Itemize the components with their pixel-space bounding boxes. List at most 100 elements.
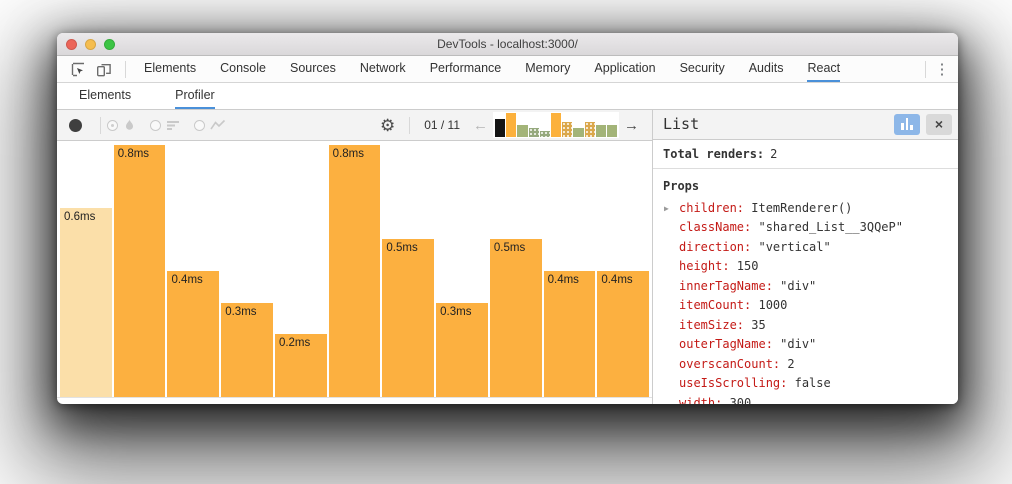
previous-snapshot-icon[interactable]: ←	[473, 116, 488, 134]
commit-bar-label: 0.3ms	[225, 306, 257, 318]
devtools-tabs: Elements Console Sources Network Performance…	[132, 56, 852, 83]
flamegraph-view-toggle[interactable]	[107, 118, 136, 132]
snapshot-bar[interactable]	[606, 125, 618, 137]
props-heading: Props	[663, 178, 700, 193]
commit-bar-label: 0.4ms	[171, 274, 203, 286]
commit-bar[interactable]: 0.5ms	[382, 239, 435, 397]
toolbar-divider	[125, 60, 126, 78]
close-window-button[interactable]	[66, 39, 77, 50]
prop-value: "vertical"	[751, 239, 831, 254]
snapshot-bar[interactable]	[528, 128, 539, 137]
prop-key: height:	[679, 259, 730, 274]
commit-bar-label: 0.4ms	[601, 274, 633, 286]
prop-key: width:	[679, 395, 723, 404]
prop-key: itemCount:	[679, 298, 752, 313]
minimize-window-button[interactable]	[85, 39, 96, 50]
react-subtab-elements[interactable]: Elements	[79, 88, 132, 102]
total-renders-label: Total renders:	[663, 146, 765, 161]
total-renders-value: 2	[770, 146, 778, 161]
device-toolbar-icon[interactable]	[93, 59, 115, 79]
snapshot-minimap[interactable]	[493, 112, 619, 138]
tab-sources[interactable]: Sources	[289, 61, 336, 75]
commit-bar[interactable]: 0.4ms	[167, 271, 220, 397]
commit-bar-label: 0.2ms	[278, 337, 311, 349]
react-subtab-profiler[interactable]: Profiler	[175, 83, 215, 109]
prop-value: "div"	[772, 278, 817, 293]
close-panel-button[interactable]: ×	[926, 113, 952, 135]
commit-bar[interactable]: 0.3ms	[436, 303, 488, 397]
prop-row: outerTagName: "div"	[663, 335, 948, 355]
prop-row: overscanCount: 2	[663, 355, 948, 375]
flamegraph-radio[interactable]	[107, 119, 118, 131]
devtools-window: DevTools - localhost:3000/ Elements Conso…	[57, 33, 958, 404]
commit-bar-label: 0.4ms	[547, 274, 579, 286]
window-titlebar[interactable]: DevTools - localhost:3000/	[57, 33, 958, 56]
prop-value: "div"	[772, 337, 817, 352]
snapshot-counter: 01 / 11	[424, 118, 460, 132]
profiler-content: ⚙ 01 / 11 ← → 0.6ms 0.8ms 0.4ms 0.3ms 0.2ms 0…	[57, 110, 958, 404]
snapshot-bar[interactable]	[562, 122, 573, 137]
devtools-tabbar: Elements Console Sources Network Performance…	[57, 56, 958, 83]
snapshot-bar[interactable]	[595, 125, 606, 137]
commit-bar[interactable]: 0.2ms	[274, 334, 327, 397]
component-detail-panel: List × Total renders: 2 Props ▶ children:…	[652, 110, 958, 404]
tab-memory[interactable]: Memory	[525, 61, 571, 75]
prop-row: height: 150	[663, 257, 948, 277]
snapshot-bar[interactable]	[550, 113, 562, 137]
zoom-window-button[interactable]	[104, 39, 115, 50]
prop-row: width: 300	[663, 394, 948, 404]
interactions-view-toggle[interactable]	[194, 119, 226, 131]
interactions-radio[interactable]	[194, 119, 205, 131]
profiler-toolbar: ⚙ 01 / 11 ← →	[57, 110, 652, 141]
tab-application[interactable]: Application	[594, 61, 656, 75]
expand-arrow-icon[interactable]: ▶	[664, 203, 669, 213]
snapshot-bar[interactable]	[506, 113, 517, 137]
inspect-element-icon[interactable]	[67, 59, 89, 79]
prop-key: useIsScrolling:	[679, 376, 788, 391]
props-section: Props ▶ children: ItemRenderer() className…	[653, 169, 958, 404]
tab-console[interactable]: Console	[220, 61, 266, 75]
commit-bar-chart: 0.6ms 0.8ms 0.4ms 0.3ms 0.2ms 0.8ms 0.5ms 0.3ms…	[57, 141, 652, 398]
toolbar-divider	[409, 116, 411, 134]
tab-security[interactable]: Security	[679, 61, 725, 75]
profiler-left-pane: ⚙ 01 / 11 ← → 0.6ms 0.8ms 0.4ms 0.3ms 0.2ms 0…	[57, 110, 652, 404]
record-button[interactable]	[69, 118, 82, 132]
commit-bar-label: 0.8ms	[117, 148, 150, 160]
commit-bar-label: 0.5ms	[386, 242, 418, 254]
snapshot-bar[interactable]	[573, 128, 584, 137]
view-component-chart-button[interactable]	[894, 113, 920, 135]
tab-react[interactable]: React	[807, 56, 841, 82]
snapshot-bar[interactable]	[539, 131, 550, 137]
ranked-view-toggle[interactable]	[150, 119, 180, 131]
commit-bar[interactable]: 0.5ms	[489, 239, 542, 397]
snapshot-bar[interactable]	[584, 122, 595, 137]
tab-network[interactable]: Network	[359, 61, 406, 75]
commit-bar[interactable]: 0.4ms	[597, 271, 650, 397]
commit-bar[interactable]: 0.3ms	[221, 303, 273, 397]
prop-key: innerTagName:	[679, 278, 773, 293]
ranked-radio[interactable]	[150, 119, 161, 131]
more-options-icon[interactable]: ⋮	[934, 61, 950, 78]
tab-audits[interactable]: Audits	[748, 61, 784, 75]
prop-key: outerTagName:	[679, 337, 773, 352]
commit-bar[interactable]: 0.4ms	[543, 271, 596, 397]
toolbar-divider	[925, 60, 926, 78]
snapshot-bar[interactable]	[517, 125, 528, 137]
prop-value: 150	[729, 259, 759, 274]
commit-bar[interactable]: 0.6ms	[60, 208, 112, 397]
tab-performance[interactable]: Performance	[429, 61, 502, 75]
prop-key: itemSize:	[679, 317, 745, 332]
toolbar-divider	[100, 116, 101, 134]
total-renders-row: Total renders: 2	[653, 140, 958, 169]
prop-row: direction: "vertical"	[663, 238, 948, 258]
snapshot-bar[interactable]	[495, 119, 506, 137]
tab-elements[interactable]: Elements	[144, 61, 197, 75]
commit-bar[interactable]: 0.8ms	[113, 145, 166, 397]
commit-bar[interactable]: 0.8ms	[328, 145, 381, 397]
settings-gear-icon[interactable]: ⚙	[379, 115, 396, 135]
prop-key: overscanCount:	[679, 356, 781, 371]
next-snapshot-icon[interactable]: →	[624, 116, 639, 134]
window-title: DevTools - localhost:3000/	[437, 37, 578, 51]
commit-bar-label: 0.3ms	[440, 306, 472, 318]
commit-bar-label: 0.5ms	[493, 242, 526, 254]
